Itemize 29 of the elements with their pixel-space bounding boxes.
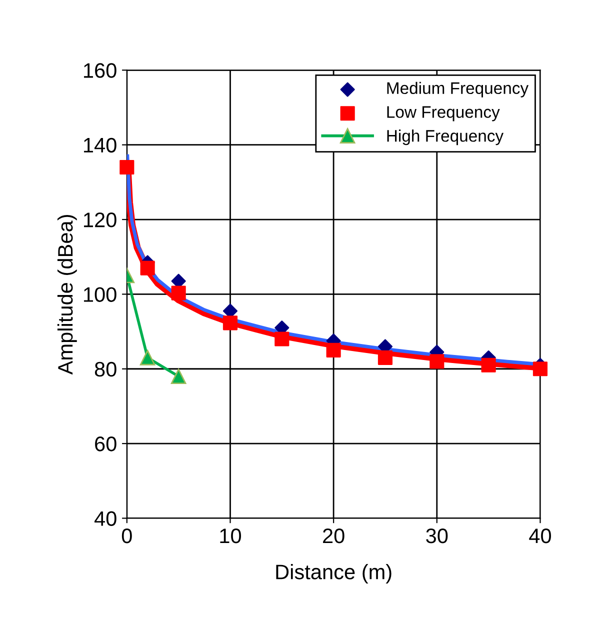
point <box>430 354 444 369</box>
x-tick-label: 20 <box>323 528 344 544</box>
y-tick-label: 60 <box>95 436 116 452</box>
point <box>378 350 393 365</box>
point <box>170 368 186 384</box>
point <box>222 316 238 330</box>
point <box>140 350 156 366</box>
x-tick-label: 40 <box>529 528 551 544</box>
y-tick-label: 80 <box>94 362 116 377</box>
point <box>326 342 341 358</box>
y-tick-label: 120 <box>84 212 116 228</box>
point <box>140 260 155 276</box>
x-axis-title: Distance (m) <box>276 564 392 584</box>
y-tick-label: 40 <box>94 511 116 526</box>
point <box>120 160 134 175</box>
y-axis-title: Amplitude (dBea) <box>57 215 77 375</box>
x-tick-label: 10 <box>220 528 242 544</box>
x-tick-label: 30 <box>426 528 448 544</box>
point <box>532 362 548 376</box>
x-tick-label: 0 <box>122 528 132 544</box>
y-tick-label: 140 <box>84 138 116 153</box>
point <box>481 358 496 372</box>
y-tick-label: 160 <box>84 63 116 78</box>
y-tick-label: 100 <box>84 287 116 302</box>
legend-label: Low Frequency <box>387 106 500 122</box>
legend-label: High Frequency <box>387 130 504 146</box>
point <box>171 286 186 300</box>
legend-label: Medium Frequency <box>387 82 529 98</box>
point <box>274 332 290 346</box>
